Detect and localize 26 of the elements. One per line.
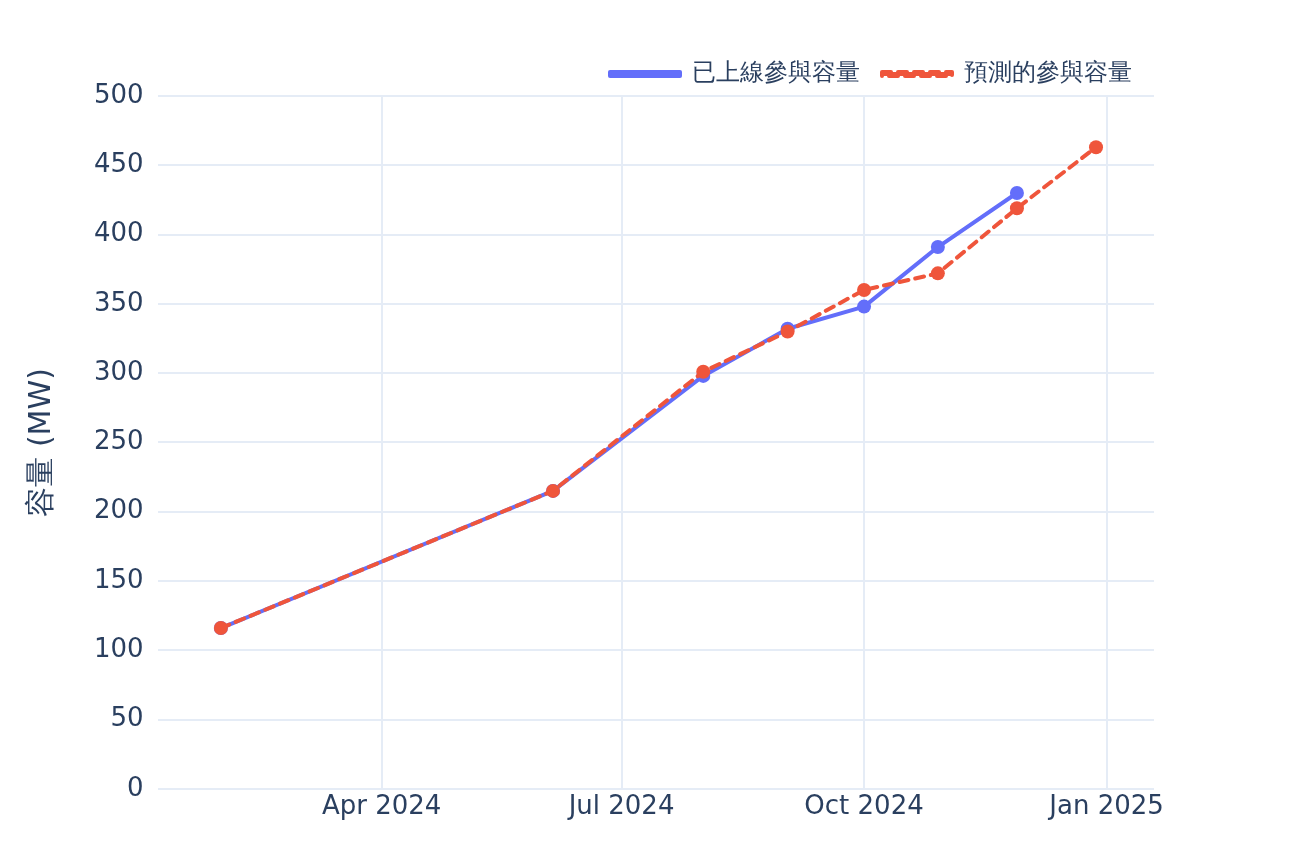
y-tick-label: 50 [110,702,144,733]
legend-label: 預測的參與容量 [964,58,1132,87]
y-tick-label: 200 [93,494,144,525]
point [1089,140,1104,155]
x-tick-label: Oct 2024 [804,790,924,821]
y-tick-label: 100 [93,632,144,663]
point [696,364,711,379]
y-axis-title: 容量 (MW) [21,368,57,517]
legend-label: 已上線參與容量 [692,58,860,87]
y-tick-label: 500 [93,78,144,109]
y-tick-label: 400 [93,217,144,248]
point [930,240,945,255]
y-tick-label: 300 [93,355,144,386]
point [1009,201,1024,216]
y-tick-label: 250 [93,425,144,456]
x-tick-label: Jul 2024 [566,790,675,821]
point [930,266,945,281]
y-tick-label: 150 [93,563,144,594]
point [857,282,872,297]
x-tick-label: Apr 2024 [321,790,442,821]
y-tick-label: 450 [93,148,144,179]
y-tick-label: 350 [93,286,144,317]
y-tick-label: 0 [127,771,144,802]
point [1009,185,1024,200]
point [857,299,872,314]
x-tick-label: Jan 2025 [1047,790,1164,821]
